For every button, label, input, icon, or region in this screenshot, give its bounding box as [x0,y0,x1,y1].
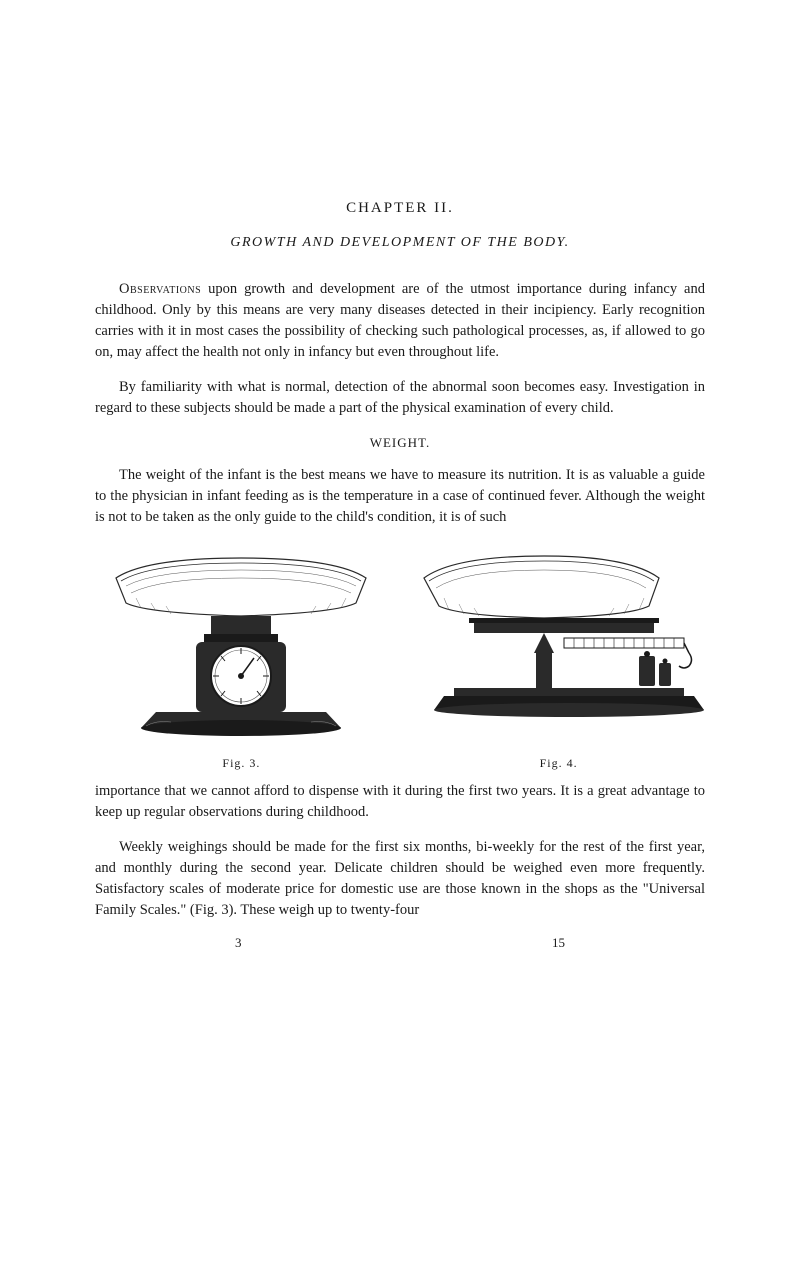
paragraph-1-lead: Observations [119,281,201,297]
paragraph-4: importance that we cannot afford to disp… [95,781,705,823]
chapter-subtitle: GROWTH AND DEVELOPMENT OF THE BODY. [95,235,705,251]
footer-left: 3 [235,935,242,951]
chapter-heading: CHAPTER II. [95,200,705,217]
footer-line: 3 15 [95,935,705,951]
footer-right: 15 [552,935,565,951]
scale-dial-icon [96,548,386,748]
paragraph-3: The weight of the infant is the best mea… [95,465,705,528]
paragraph-5: Weekly weighings should be made for the … [95,837,705,921]
figure-3-container: Fig. 3. [95,548,388,771]
figures-row: Fig. 3. [95,548,705,771]
figure-4-caption: Fig. 4. [540,756,578,771]
balance-scale-icon [414,548,704,748]
section-heading-weight: WEIGHT. [95,435,705,451]
paragraph-2: By familiarity with what is normal, dete… [95,377,705,419]
figure-4-container: Fig. 4. [412,548,705,771]
figure-3-image [95,548,388,748]
figure-3-caption: Fig. 3. [222,756,260,771]
paragraph-1: Observations upon growth and development… [95,279,705,363]
figure-4-image [412,548,705,748]
